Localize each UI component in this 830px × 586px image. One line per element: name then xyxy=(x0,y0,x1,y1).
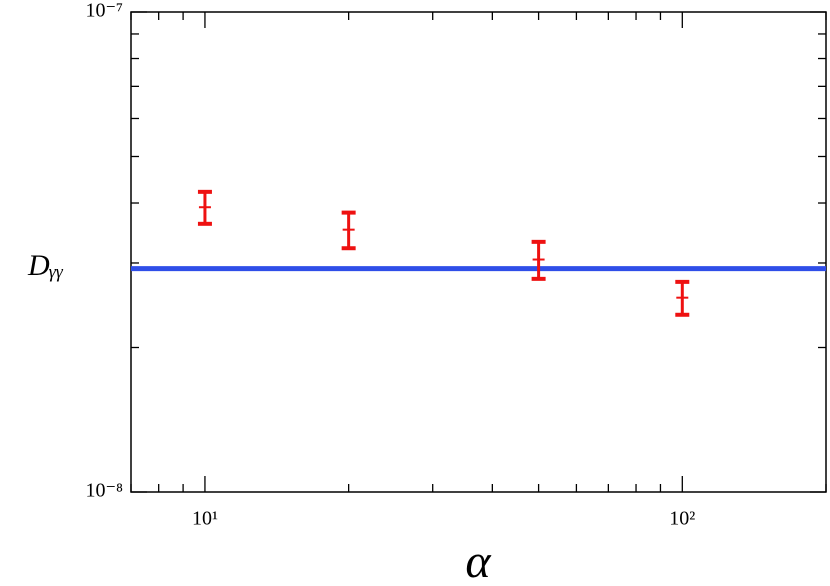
x-axis-label: α xyxy=(465,535,491,586)
y-tick-label: 10⁻⁸ xyxy=(85,480,123,502)
x-tick-label: 10² xyxy=(669,508,695,530)
plot-frame xyxy=(130,11,827,493)
y-axis-label: Dᵧᵧ xyxy=(27,249,64,282)
y-tick-label: 10⁻⁷ xyxy=(85,0,123,22)
x-tick-label: 10¹ xyxy=(192,508,218,530)
